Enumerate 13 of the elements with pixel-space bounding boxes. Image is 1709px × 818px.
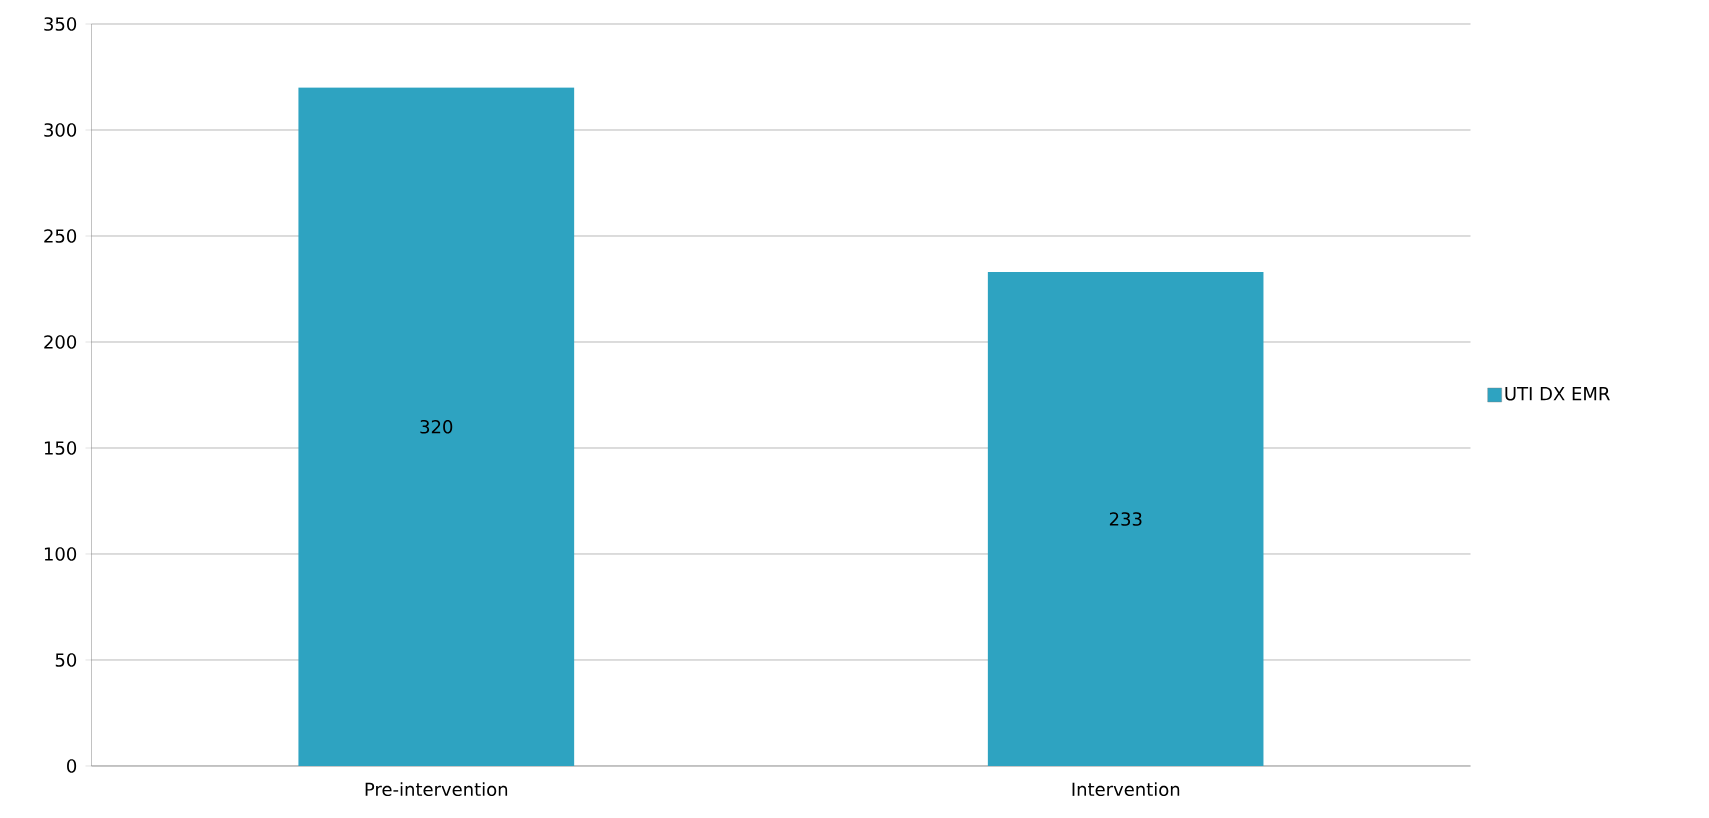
y-tick-label: 300 bbox=[44, 123, 77, 137]
data-label: 233 bbox=[1109, 512, 1142, 526]
y-tick-label: 50 bbox=[55, 653, 77, 667]
y-tick-label: 250 bbox=[44, 229, 77, 243]
y-tick-label: 200 bbox=[44, 335, 77, 349]
y-tick-label: 350 bbox=[44, 17, 77, 31]
x-tick-label: Intervention bbox=[1072, 782, 1180, 797]
data-label: 320 bbox=[420, 419, 453, 434]
x-tick-label: Pre-intervention bbox=[365, 782, 508, 797]
y-tick-label: 150 bbox=[44, 441, 77, 455]
y-tick-label: 0 bbox=[67, 759, 77, 773]
y-tick-label: 100 bbox=[44, 547, 77, 561]
legend-label: UTI DX EMR bbox=[1505, 387, 1610, 401]
